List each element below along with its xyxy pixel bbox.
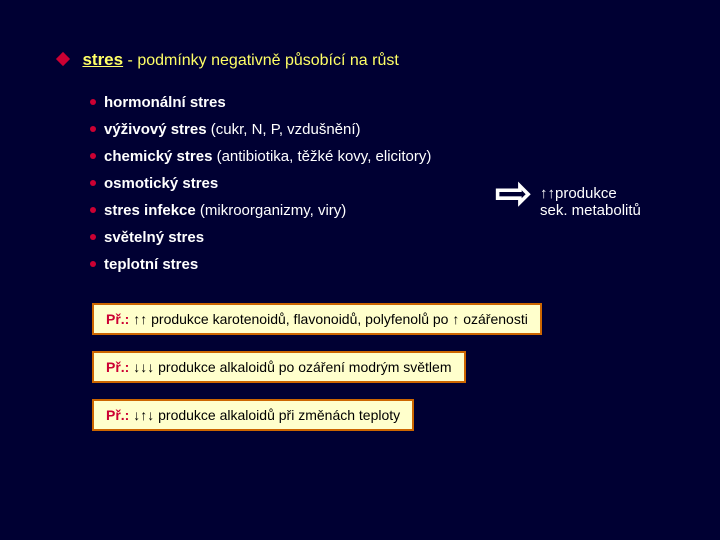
bullet-bold: světelný stres xyxy=(104,229,204,246)
bullet-rest: (antibiotika, těžké kovy, elicitory) xyxy=(212,148,431,165)
bullet-item: výživový stres (cukr, N, P, vzdušnění) xyxy=(90,121,680,138)
example-text2: ozářenosti xyxy=(459,311,527,327)
bullet-bold: stres infekce xyxy=(104,202,196,219)
bullet-bold: hormonální stres xyxy=(104,94,226,111)
header-rest: - podmínky negativně působící na růst xyxy=(123,52,399,69)
header-strong: stres xyxy=(82,50,123,69)
bullet-bold: osmotický stres xyxy=(104,175,218,192)
bullet-bold: teplotní stres xyxy=(104,256,198,273)
bullet-rest: (mikroorganizmy, viry) xyxy=(196,202,347,219)
example-prefix: Př.: xyxy=(106,359,129,375)
dot-icon xyxy=(90,153,96,159)
arrows-icon: ↑↑ xyxy=(129,311,151,327)
bullet-item: hormonální stres xyxy=(90,94,680,111)
bullet-item: chemický stres (antibiotika, těžké kovy,… xyxy=(90,148,680,165)
dot-icon xyxy=(90,180,96,186)
example-prefix: Př.: xyxy=(106,311,129,327)
dot-icon xyxy=(90,207,96,213)
bullet-item: teplotní stres xyxy=(90,256,680,273)
header-line: stres - podmínky negativně působící na r… xyxy=(58,50,680,70)
up-arrows-icon: ↑↑ xyxy=(540,185,555,202)
diamond-bullet-icon xyxy=(56,52,70,66)
right-line2: sek. metabolitů xyxy=(540,202,641,219)
example-prefix: Př.: xyxy=(106,407,129,423)
bullet-item: světelný stres xyxy=(90,229,680,246)
example-box: Př.: ↓↓↓ produkce alkaloidů po ozáření m… xyxy=(92,351,466,383)
example-box: Př.: ↑↑ produkce karotenoidů, flavonoidů… xyxy=(92,303,542,335)
dot-icon xyxy=(90,99,96,105)
example-text: produkce alkaloidů při změnách teploty xyxy=(158,407,400,423)
dot-icon xyxy=(90,261,96,267)
arrows-icon: ↓↓↓ xyxy=(129,359,158,375)
example-box: Př.: ↓↑↓ produkce alkaloidů při změnách … xyxy=(92,399,414,431)
right-line1: produkce xyxy=(555,185,617,202)
bullet-bold: výživový stres xyxy=(104,121,207,138)
slide-root: stres - podmínky negativně působící na r… xyxy=(0,0,720,540)
bullet-bold: chemický stres xyxy=(104,148,212,165)
example-text: produkce alkaloidů po ozáření modrým svě… xyxy=(158,359,451,375)
dot-icon xyxy=(90,126,96,132)
implies-arrow-icon: ⇨ xyxy=(495,172,532,216)
bullet-list: hormonální stres výživový stres (cukr, N… xyxy=(90,94,680,273)
dot-icon xyxy=(90,234,96,240)
right-note: ↑↑produkce sek. metabolitů xyxy=(540,185,641,219)
examples: Př.: ↑↑ produkce karotenoidů, flavonoidů… xyxy=(50,303,680,447)
arrows-icon: ↓↑↓ xyxy=(129,407,158,423)
bullet-rest: (cukr, N, P, vzdušnění) xyxy=(207,121,361,138)
example-text: produkce karotenoidů, flavonoidů, polyfe… xyxy=(151,311,452,327)
